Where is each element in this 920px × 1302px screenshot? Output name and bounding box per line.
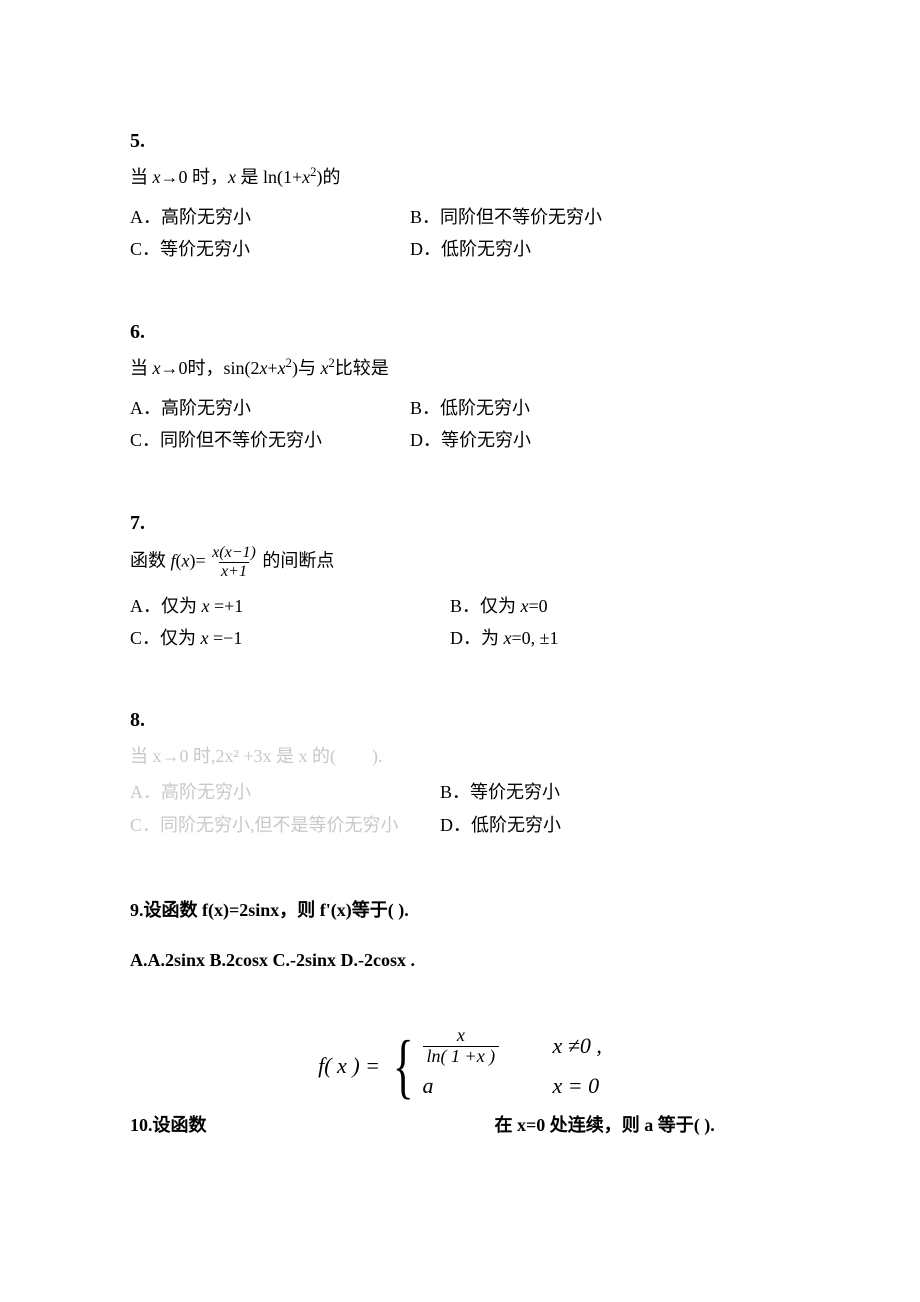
question-7: 7. 函数 f(x)= x(x−1) x+1 的间断点 A．仅为 x =+1 B…: [130, 512, 790, 655]
question-9: 9.设函数 f(x)=2sinx，则 f'(x)等于( ). A.A.2sinx…: [130, 896, 790, 971]
q10-row1-frac: x ln( 1 +x ): [423, 1026, 500, 1067]
q7-optA: A．仅为 x =+1: [130, 590, 450, 622]
q8-optD: D．低阶无穷小: [440, 809, 790, 841]
q7-fraction: x(x−1) x+1: [210, 545, 258, 580]
q6-optA: A．高阶无穷小: [130, 392, 410, 424]
q10-row2: a x = 0: [423, 1066, 602, 1106]
q8-row2: C．同阶无穷小,但不是等价无穷小 D．低阶无穷小: [130, 809, 790, 841]
q7-stem-prefix: 函数 f(x)=: [130, 550, 206, 570]
q5-optB: B．同阶但不等价无穷小: [410, 201, 790, 233]
q7-stem-suffix: 的间断点: [262, 550, 334, 570]
question-10: f( x ) = { x ln( 1 +x ) x ≠0 , a x = 0: [130, 1026, 790, 1137]
q10-fx-label: f( x ) =: [318, 1053, 380, 1079]
q6-stem: 当 x→0时，sin(2x+x2)与 x2比较是: [130, 354, 790, 382]
q9-options: A.A.2sinx B.2cosx C.-2sinx D.-2cosx .: [130, 950, 790, 971]
q10-row2-expr: a: [423, 1073, 543, 1099]
q10-piecewise-wrap: f( x ) = { x ln( 1 +x ) x ≠0 , a x = 0: [130, 1026, 790, 1106]
q7-frac-num: x(x−1): [210, 545, 258, 562]
q10-piece-rows: x ln( 1 +x ) x ≠0 , a x = 0: [423, 1026, 602, 1106]
q8-row1: A．高阶无穷小 B．等价无穷小: [130, 776, 790, 808]
q5-optC: C．等价无穷小: [130, 233, 410, 265]
q6-row1: A．高阶无穷小 B．低阶无穷小: [130, 392, 790, 424]
q8-number: 8.: [130, 709, 790, 732]
q5-stem: 当 x→0 时，x 是 ln(1+x2)的: [130, 163, 790, 191]
left-brace-icon: {: [393, 1030, 414, 1102]
question-5: 5. 当 x→0 时，x 是 ln(1+x2)的 A．高阶无穷小 B．同阶但不等…: [130, 130, 790, 266]
q10-row1-num: x: [453, 1026, 469, 1046]
q10-piecewise: f( x ) = { x ln( 1 +x ) x ≠0 , a x = 0: [318, 1026, 602, 1106]
q7-row2: C．仅为 x =−1 D．为 x=0, ±1: [130, 622, 790, 654]
q5-row2: C．等价无穷小 D．低阶无穷小: [130, 233, 790, 265]
q7-number: 7.: [130, 512, 790, 535]
q5-optA: A．高阶无穷小: [130, 201, 410, 233]
q7-optD: D．为 x=0, ±1: [450, 622, 790, 654]
q6-number: 6.: [130, 321, 790, 344]
q7-frac-den: x+1: [219, 562, 249, 580]
q5-optD: D．低阶无穷小: [410, 233, 790, 265]
q8-optB: B．等价无穷小: [440, 776, 790, 808]
q9-stem: 9.设函数 f(x)=2sinx，则 f'(x)等于( ).: [130, 896, 790, 922]
q8-optC: C．同阶无穷小,但不是等价无穷小: [130, 809, 440, 841]
q7-optB: B．仅为 x=0: [450, 590, 790, 622]
q8-optA: A．高阶无穷小: [130, 776, 440, 808]
q7-stem: 函数 f(x)= x(x−1) x+1 的间断点: [130, 545, 790, 580]
q10-stem: 10.设函数 在 x=0 处连续，则 a 等于( ).: [130, 1111, 790, 1137]
q10-row1: x ln( 1 +x ) x ≠0 ,: [423, 1026, 602, 1066]
q10-row1-cond: x ≠0 ,: [553, 1033, 602, 1059]
q7-optC: C．仅为 x =−1: [130, 622, 450, 654]
question-6: 6. 当 x→0时，sin(2x+x2)与 x2比较是 A．高阶无穷小 B．低阶…: [130, 321, 790, 457]
q10-row2-cond: x = 0: [553, 1073, 600, 1099]
q6-optB: B．低阶无穷小: [410, 392, 790, 424]
q10-row1-expr: x ln( 1 +x ): [423, 1026, 543, 1067]
q6-stem-text: 当 x→0时，sin(2x+x2)与 x2比较是: [130, 358, 389, 378]
question-8: 8. 当 x→0 时,2x² +3x 是 x 的( ). A．高阶无穷小 B．等…: [130, 709, 790, 841]
q5-row1: A．高阶无穷小 B．同阶但不等价无穷小: [130, 201, 790, 233]
q6-row2: C．同阶但不等价无穷小 D．等价无穷小: [130, 424, 790, 456]
q6-optC: C．同阶但不等价无穷小: [130, 424, 410, 456]
q10-row1-den: ln( 1 +x ): [423, 1046, 500, 1067]
q7-row1: A．仅为 x =+1 B．仅为 x=0: [130, 590, 790, 622]
q5-stem-text: 当 x→0 时，x 是 ln(1+x2)的: [130, 167, 340, 187]
q8-stem: 当 x→0 时,2x² +3x 是 x 的( ).: [130, 742, 790, 768]
q5-number: 5.: [130, 130, 790, 153]
q6-optD: D．等价无穷小: [410, 424, 790, 456]
